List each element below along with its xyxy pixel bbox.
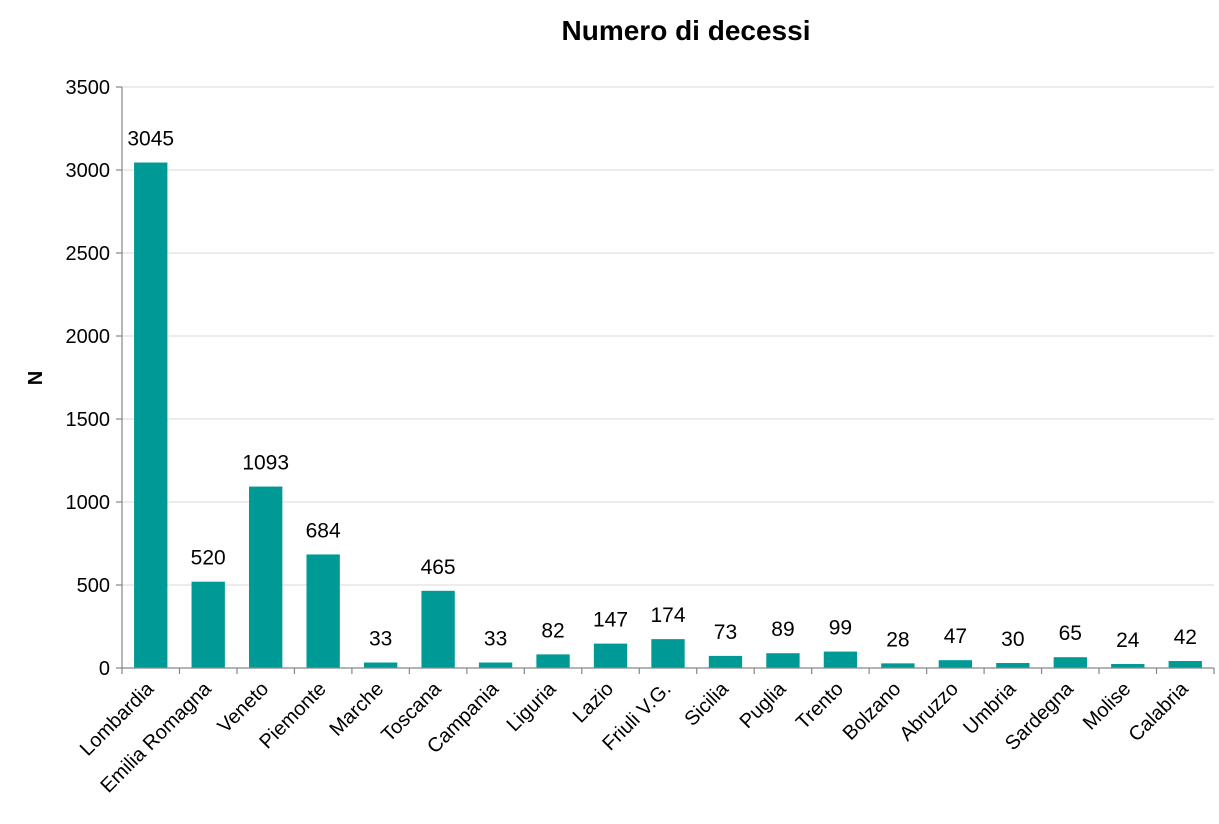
x-tick-label: Molise — [1079, 678, 1135, 734]
y-tick-label: 1000 — [66, 492, 111, 514]
bar — [536, 654, 570, 668]
data-label: 24 — [1116, 629, 1140, 652]
bar — [881, 663, 915, 668]
bar — [651, 639, 685, 668]
data-label: 33 — [484, 628, 507, 651]
data-label: 73 — [714, 621, 737, 644]
bar — [766, 653, 800, 668]
bar — [708, 655, 743, 668]
data-label: 30 — [1001, 628, 1024, 651]
axes — [116, 86, 1215, 674]
y-tick-label: 500 — [77, 575, 110, 597]
bar — [996, 663, 1030, 668]
y-tick-label: 1500 — [66, 409, 111, 431]
data-label: 33 — [369, 628, 392, 651]
y-tick-label: 0 — [99, 658, 110, 680]
y-tick-label: 2000 — [66, 326, 111, 348]
x-tick-label: Puglia — [736, 677, 791, 732]
bar — [249, 486, 283, 668]
data-label: 82 — [541, 619, 564, 642]
chart-title: Numero di decessi — [562, 15, 811, 46]
bar — [823, 651, 858, 668]
data-label: 520 — [191, 547, 226, 570]
data-label: 147 — [593, 609, 628, 632]
data-labels: 3045 520 1093 684 33 465 33 82 147 174 73 89 99 28 47 3… — [127, 128, 1197, 652]
data-label: 42 — [1174, 626, 1197, 649]
x-tick-label: Trento — [792, 678, 848, 734]
bar — [306, 554, 340, 668]
bar — [938, 660, 973, 668]
y-tick-label: 3000 — [66, 160, 111, 182]
bar — [1111, 664, 1145, 668]
x-tick-label: Abruzzo — [895, 678, 962, 745]
bar — [191, 581, 225, 668]
data-label: 65 — [1059, 622, 1082, 645]
x-tick-label: Liguria — [503, 677, 562, 736]
y-tick-label: 2500 — [66, 243, 111, 265]
bar — [593, 643, 628, 668]
bar — [1053, 657, 1087, 668]
y-axis-label: N — [25, 371, 47, 385]
x-tick-label: Sicilia — [681, 677, 734, 730]
data-label: 47 — [944, 625, 967, 648]
x-tick-label: Lazio — [569, 678, 618, 727]
bar — [1168, 661, 1202, 668]
y-tick-labels: 0 500 1000 1500 2000 2500 3000 3500 — [66, 77, 111, 680]
data-label: 684 — [306, 519, 341, 542]
gridlines — [122, 86, 1214, 586]
data-label: 89 — [771, 618, 794, 641]
bar — [134, 162, 168, 668]
data-label: 99 — [829, 617, 852, 640]
bar — [363, 662, 398, 668]
data-label: 174 — [650, 604, 685, 627]
bar — [421, 590, 455, 668]
x-tick-label: Bolzano — [839, 678, 906, 745]
bars — [134, 162, 1202, 668]
data-label: 1093 — [242, 452, 289, 475]
data-label: 3045 — [127, 128, 174, 151]
data-label: 28 — [886, 628, 909, 651]
y-tick-label: 3500 — [66, 77, 111, 99]
x-tick-label: Calabria — [1125, 677, 1194, 746]
data-label: 465 — [421, 556, 456, 579]
bar — [478, 662, 513, 668]
